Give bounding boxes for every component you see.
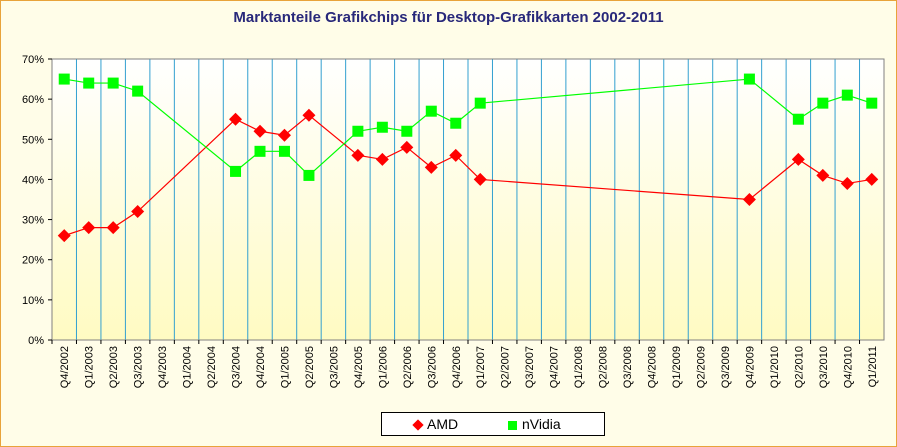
legend-label-nvidia: nVidia xyxy=(522,416,561,432)
x-tick-label: Q2/2009 xyxy=(695,346,707,388)
x-tick-label: Q4/2004 xyxy=(255,346,267,388)
x-tick-label: Q1/2005 xyxy=(279,346,291,388)
data-point-nvidia xyxy=(132,85,144,97)
data-point-nvidia xyxy=(254,145,266,157)
data-point-amd xyxy=(791,152,805,166)
x-tick-label: Q1/2010 xyxy=(769,346,781,388)
data-point-nvidia xyxy=(841,89,853,101)
data-point-amd xyxy=(131,205,145,219)
chart-title: Marktanteile Grafikchips für Desktop-Gra… xyxy=(233,9,664,26)
data-point-amd xyxy=(106,221,120,235)
x-tick-label: Q3/2006 xyxy=(426,346,438,388)
data-point-nvidia xyxy=(450,117,462,129)
data-point-amd xyxy=(82,221,96,235)
data-point-amd xyxy=(424,160,438,174)
y-tick-label: 10% xyxy=(22,295,44,307)
x-tick-label: Q2/2003 xyxy=(108,346,120,388)
x-tick-label: Q3/2003 xyxy=(133,346,145,388)
y-tick-label: 20% xyxy=(22,255,44,267)
data-point-amd xyxy=(253,124,267,138)
data-point-nvidia xyxy=(792,113,804,125)
legend-item-nvidia: nVidia xyxy=(508,416,561,432)
data-point-amd xyxy=(375,152,389,166)
x-tick-label: Q1/2011 xyxy=(867,346,879,387)
data-point-amd xyxy=(840,176,854,190)
x-tick-label: Q2/2008 xyxy=(598,346,610,388)
data-point-nvidia xyxy=(230,165,242,177)
data-point-amd xyxy=(57,229,71,243)
chart-legend: AMD nVidia xyxy=(381,412,605,436)
x-tick-label: Q4/2007 xyxy=(549,346,561,388)
x-tick-label: Q3/2010 xyxy=(818,346,830,388)
y-tick-label: 0% xyxy=(28,335,44,347)
x-tick-label: Q3/2009 xyxy=(720,346,732,388)
x-tick-label: Q4/2010 xyxy=(842,346,854,388)
data-point-amd xyxy=(229,112,243,126)
data-point-nvidia xyxy=(58,73,70,85)
data-point-nvidia xyxy=(303,169,315,181)
x-tick-label: Q1/2008 xyxy=(573,346,585,388)
data-point-amd xyxy=(449,148,463,162)
data-point-amd xyxy=(742,193,756,206)
x-tick-label: Q1/2004 xyxy=(182,346,194,388)
data-point-amd xyxy=(277,128,291,142)
data-point-nvidia xyxy=(83,77,95,89)
x-tick-label: Q4/2005 xyxy=(353,346,365,388)
data-point-nvidia xyxy=(817,97,829,109)
x-tick-label: Q2/2006 xyxy=(402,346,414,388)
data-point-nvidia xyxy=(401,125,413,137)
y-tick-label: 60% xyxy=(22,94,44,106)
legend-label-amd: AMD xyxy=(427,416,459,432)
x-tick-label: Q2/2007 xyxy=(500,346,512,388)
data-point-nvidia xyxy=(866,97,878,109)
data-point-amd xyxy=(400,140,414,154)
data-point-nvidia xyxy=(474,97,486,109)
data-point-amd xyxy=(816,168,830,182)
x-tick-label: Q2/2010 xyxy=(793,346,805,388)
x-tick-label: Q4/2009 xyxy=(744,346,756,388)
x-tick-label: Q2/2005 xyxy=(304,346,316,388)
x-tick-label: Q1/2003 xyxy=(84,346,96,388)
x-tick-label: Q2/2004 xyxy=(206,346,218,388)
y-tick-label: 40% xyxy=(22,174,44,186)
x-tick-label: Q4/2008 xyxy=(647,346,659,388)
data-point-nvidia xyxy=(376,121,388,133)
y-tick-label: 70% xyxy=(22,54,44,66)
data-point-nvidia xyxy=(743,73,755,85)
data-point-amd xyxy=(302,108,316,122)
data-point-amd xyxy=(473,172,487,186)
data-point-nvidia xyxy=(107,77,119,89)
data-point-nvidia xyxy=(352,125,364,137)
x-tick-label: Q1/2006 xyxy=(377,346,389,388)
x-tick-label: Q3/2008 xyxy=(622,346,634,388)
x-tick-label: Q4/2002 xyxy=(59,346,71,388)
x-tick-label: Q1/2009 xyxy=(671,346,683,388)
diamond-marker-icon xyxy=(412,419,424,431)
x-tick-label: Q3/2005 xyxy=(328,346,340,388)
legend-item-amd: AMD xyxy=(412,416,459,432)
x-tick-label: Q4/2006 xyxy=(451,346,463,388)
y-tick-label: 50% xyxy=(22,134,44,146)
y-tick-label: 30% xyxy=(22,215,44,227)
x-tick-label: Q4/2003 xyxy=(157,346,169,388)
x-tick-label: Q1/2007 xyxy=(475,346,487,388)
data-point-amd xyxy=(865,172,879,186)
data-point-nvidia xyxy=(278,145,290,157)
x-tick-label: Q3/2007 xyxy=(524,346,536,388)
x-tick-label: Q3/2004 xyxy=(231,346,243,388)
square-marker-icon xyxy=(508,420,517,430)
data-point-nvidia xyxy=(425,105,437,117)
data-point-amd xyxy=(351,148,365,162)
